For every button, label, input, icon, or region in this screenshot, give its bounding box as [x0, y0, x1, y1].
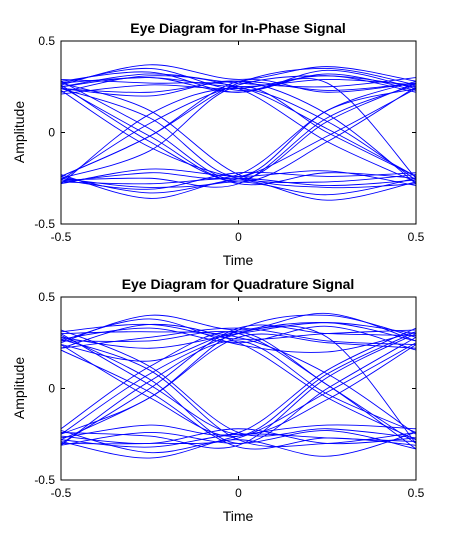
eye-trace-19 [61, 428, 416, 445]
axis-ticks: -0.5 0 0.5 -0.5 0 0.5 [34, 34, 424, 244]
eye-trace-24 [61, 342, 416, 445]
eye-trace-8 [61, 323, 416, 441]
eye-trace-15 [61, 324, 416, 444]
eye-trace-26 [61, 67, 416, 177]
trace-group [61, 64, 416, 201]
eye-trace-23 [61, 333, 416, 449]
eye-trace-18 [61, 340, 416, 446]
axes-box [60, 40, 417, 225]
eye-trace-25 [61, 327, 416, 439]
eye-trace-3 [61, 64, 416, 86]
eye-trace-25 [61, 80, 416, 183]
eye-trace-14 [61, 321, 416, 435]
y-tick-label: 0 [48, 126, 55, 140]
x-tick-label: -0.5 [51, 486, 72, 500]
in-phase-eye-diagram-panel: Eye Diagram for In-Phase Signal Time Amp… [11, 20, 425, 268]
eye-trace-16 [61, 333, 416, 441]
eye-trace-11 [61, 88, 416, 177]
eye-trace-8 [61, 78, 416, 177]
y-tick-label: 0.5 [38, 290, 55, 304]
chart-title: Eye Diagram for Quadrature Signal [122, 276, 355, 292]
y-axis-label: Amplitude [11, 357, 27, 419]
eye-trace-17 [61, 88, 416, 185]
x-tick-label: 0 [235, 486, 242, 500]
y-axis-label: Amplitude [11, 101, 27, 163]
eye-trace-24 [61, 88, 416, 188]
eye-trace-28 [61, 424, 416, 459]
x-tick-label: 0.5 [408, 230, 425, 244]
eye-trace-27 [61, 318, 416, 353]
axes-box [60, 296, 417, 481]
eye-trace-20 [61, 430, 416, 457]
eye-trace-12 [61, 84, 416, 186]
eye-trace-10 [61, 331, 416, 437]
eye-trace-29 [61, 86, 416, 183]
plot-area [60, 296, 417, 481]
eye-trace-26 [61, 314, 416, 435]
eye-trace-27 [61, 73, 416, 93]
chart-title: Eye Diagram for In-Phase Signal [130, 20, 346, 36]
eye-trace-17 [61, 331, 416, 444]
eye-trace-2 [61, 323, 416, 340]
y-tick-label: 0.5 [38, 34, 55, 48]
plot-area [60, 40, 417, 225]
x-tick-label: 0.5 [408, 486, 425, 500]
eye-trace-21 [61, 168, 416, 187]
eye-trace-22 [61, 174, 416, 201]
trace-group [61, 313, 416, 459]
quadrature-eye-diagram-panel: Eye Diagram for Quadrature Signal Time A… [11, 276, 425, 524]
eye-trace-29 [61, 333, 416, 435]
x-tick-label: 0 [235, 230, 242, 244]
eye-trace-23 [61, 84, 416, 188]
y-tick-label: -0.5 [34, 217, 55, 231]
x-axis-label: Time [223, 508, 254, 524]
y-tick-label: -0.5 [34, 473, 55, 487]
axis-ticks: -0.5 0 0.5 -0.5 0 0.5 [34, 290, 424, 500]
x-axis-label: Time [223, 252, 254, 268]
y-tick-label: 0 [48, 382, 55, 396]
eye-trace-6 [61, 331, 416, 435]
eye-trace-15 [61, 75, 416, 181]
x-tick-label: -0.5 [51, 230, 72, 244]
eye-trace-28 [61, 171, 416, 190]
eye-trace-18 [61, 86, 416, 179]
